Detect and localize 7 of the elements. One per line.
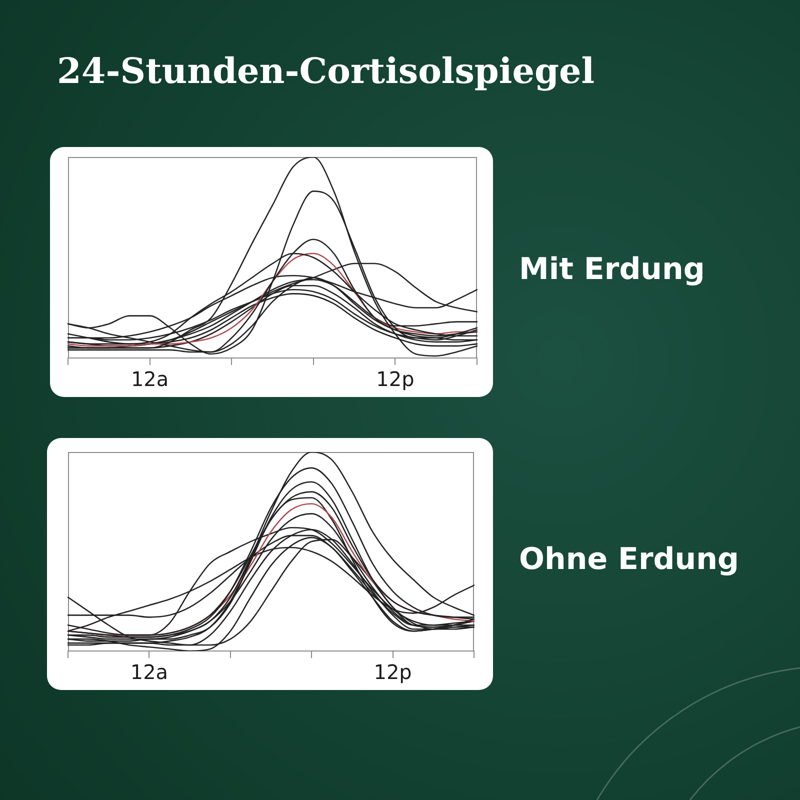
x-tick-label: 12p <box>374 660 412 684</box>
text: Ohne Erdung <box>519 542 739 578</box>
text: Mit Erdung <box>519 252 705 288</box>
chart-title: 24-Stunden-Cortisolspiegel <box>57 50 595 94</box>
x-tick-label: 12p <box>376 367 414 392</box>
x-tick-label: 12a <box>130 660 168 684</box>
x-tick-label: 12a <box>130 367 169 392</box>
